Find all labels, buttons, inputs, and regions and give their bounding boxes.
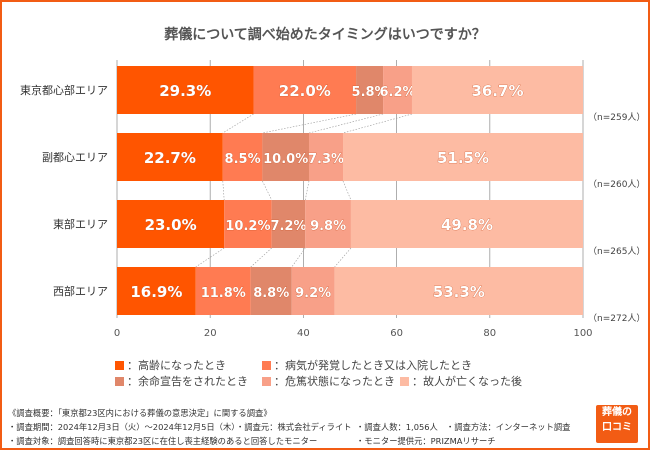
bar-segment: [343, 133, 583, 181]
data-label: 16.9%: [130, 283, 182, 301]
bar-segment: [117, 133, 223, 181]
connector-line: [195, 247, 225, 268]
legend-label: 高齢になったとき: [138, 359, 226, 372]
data-label: 53.3%: [433, 283, 485, 301]
data-label: 9.8%: [310, 219, 346, 234]
survey-provider: ・モニター提供元：PRIZMAリサーチ: [356, 436, 496, 446]
sample-size-label: （n=272人）: [588, 313, 645, 324]
legend-swatch: [115, 376, 124, 386]
legend-item: ：危篤状態になったとき: [262, 373, 395, 389]
bar-segment: [262, 133, 309, 181]
connector-line: [262, 113, 357, 134]
survey-count: ・調査人数：1,056人: [356, 422, 438, 432]
category-label: 副都心エリア: [42, 151, 108, 164]
data-label: 6.2%: [380, 85, 416, 100]
data-label: 8.5%: [225, 152, 261, 167]
legend-swatch: [115, 360, 124, 370]
connector-line: [342, 180, 352, 201]
legend-swatch: [262, 360, 271, 370]
legend-item: ：余命宣告をされたとき: [115, 373, 248, 389]
bar-segment: [253, 66, 357, 114]
legend-swatch: [400, 376, 409, 386]
connector-line: [250, 247, 272, 268]
bar-segment: [291, 267, 335, 315]
connector-line: [304, 180, 310, 201]
connector-line: [222, 180, 225, 201]
bar-segment: [305, 200, 351, 248]
connector-line: [308, 113, 384, 134]
survey-source: ・調査元：株式会社ディライト: [236, 422, 352, 432]
legend-prefix: ：: [127, 359, 138, 372]
data-label: 11.8%: [201, 286, 246, 301]
bar-segment: [117, 267, 196, 315]
logo-text: 口コミ: [602, 422, 632, 433]
connector-line: [334, 247, 352, 268]
bar-segment: [224, 200, 272, 248]
data-label: 29.3%: [159, 82, 211, 100]
bar-segment: [250, 267, 292, 315]
category-label: 西部エリア: [53, 284, 108, 298]
data-label: 36.7%: [471, 82, 523, 100]
data-label: 7.2%: [270, 219, 306, 234]
connector-line: [222, 113, 254, 134]
bar-segment: [117, 66, 254, 114]
legend-label: 故人が亡くなった後: [423, 375, 522, 388]
bar-segment: [411, 66, 583, 114]
data-label: 49.8%: [441, 216, 493, 234]
legend-label: 危篤状態になったとき: [285, 375, 395, 388]
x-tick-label: 40: [297, 328, 310, 339]
data-label: 5.8%: [352, 85, 388, 100]
sample-size-label: （n=260人）: [588, 179, 645, 190]
x-tick-label: 60: [390, 328, 403, 339]
legend-item: ：病気が発覚したとき又は入院したとき: [262, 357, 472, 373]
legend-item: ：高齢になったとき: [115, 357, 226, 373]
legend-swatch: [262, 376, 271, 386]
bar-segment: [117, 200, 225, 248]
legend-prefix: ：: [412, 375, 423, 388]
logo-text: 葬儀の: [602, 407, 632, 418]
survey-overview: 《調査概要：「東京都23区内における葬儀の意思決定」に関する調査》: [8, 408, 272, 418]
bar-segment: [271, 200, 306, 248]
chart-title: 葬儀について調べ始めたタイミングはいつですか？: [164, 27, 486, 43]
survey-method: ・調査方法：インターネット調査: [446, 422, 571, 432]
data-label: 7.3%: [308, 152, 344, 167]
bar-segment: [334, 267, 583, 315]
category-label: 東京都心部エリア: [20, 83, 108, 97]
sample-size-label: （n=265人）: [588, 246, 645, 257]
data-label: 8.8%: [253, 286, 289, 301]
connector-line: [291, 247, 306, 268]
legend-prefix: ：: [274, 359, 285, 372]
x-tick-label: 100: [573, 328, 592, 339]
bar-segment: [383, 66, 412, 114]
data-label: 9.2%: [295, 286, 331, 301]
bar-segment: [356, 66, 384, 114]
bar-segment: [350, 200, 583, 248]
survey-period: ・調査期間：2024年12月3日（火）～2024年12月5日（木）: [8, 422, 240, 432]
connector-line: [262, 180, 272, 201]
legend-label: 病気が発覚したとき又は入院したとき: [285, 359, 472, 372]
connector-line: [342, 113, 413, 134]
logo: 葬儀の 口コミ: [596, 405, 638, 443]
bar-segment: [222, 133, 263, 181]
legend-item: ：故人が亡くなった後: [400, 373, 522, 389]
legend-prefix: ：: [274, 375, 285, 388]
data-label: 23.0%: [145, 216, 197, 234]
x-tick-label: 0: [114, 328, 120, 339]
bar-segment: [195, 267, 251, 315]
x-tick-label: 20: [204, 328, 217, 339]
bar-segment: [308, 133, 344, 181]
x-tick-label: 80: [483, 328, 496, 339]
survey-target: ・調査対象：調査回答時に東京都23区に在住し喪主経験のあると回答したモニター: [8, 436, 318, 446]
category-label: 東部エリア: [53, 217, 108, 231]
sample-size-label: （n=259人）: [588, 112, 645, 123]
data-label: 22.0%: [279, 82, 331, 100]
data-label: 10.2%: [225, 219, 270, 234]
legend-prefix: ：: [127, 375, 138, 388]
data-label: 22.7%: [144, 149, 196, 167]
data-label: 51.5%: [437, 149, 489, 167]
data-label: 10.0%: [263, 152, 308, 167]
legend-label: 余命宣告をされたとき: [138, 375, 248, 388]
